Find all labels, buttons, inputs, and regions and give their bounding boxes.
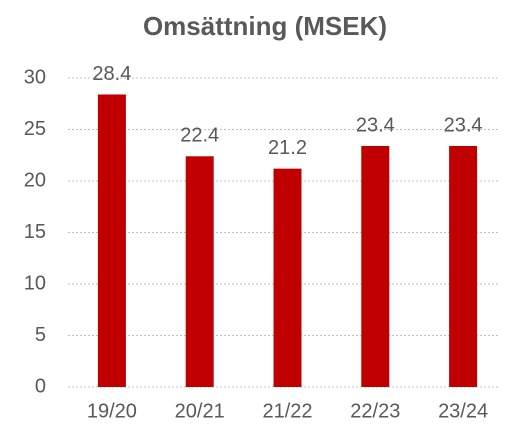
y-tick-label: 20 <box>24 169 46 191</box>
data-label: 28.4 <box>92 63 131 85</box>
x-tick-label: 23/24 <box>438 400 488 422</box>
y-tick-label: 25 <box>24 118 46 140</box>
chart-title: Omsättning (MSEK) <box>143 11 387 41</box>
data-label: 22.4 <box>180 125 219 147</box>
x-tick-label: 21/22 <box>262 400 312 422</box>
x-tick-label: 19/20 <box>87 400 137 422</box>
bar <box>361 145 390 387</box>
bar <box>273 168 302 387</box>
x-tick-label: 22/23 <box>350 400 400 422</box>
y-tick-label: 15 <box>24 221 46 243</box>
y-tick-label: 0 <box>35 375 46 397</box>
y-tick-label: 30 <box>24 66 46 88</box>
bar <box>185 156 214 387</box>
y-tick-label: 10 <box>24 272 46 294</box>
data-label: 23.4 <box>444 114 483 136</box>
x-tick-label: 20/21 <box>175 400 225 422</box>
bar <box>97 94 126 387</box>
data-label: 23.4 <box>356 114 395 136</box>
data-label: 21.2 <box>268 137 307 159</box>
y-tick-label: 5 <box>35 324 46 346</box>
bar <box>449 145 478 387</box>
